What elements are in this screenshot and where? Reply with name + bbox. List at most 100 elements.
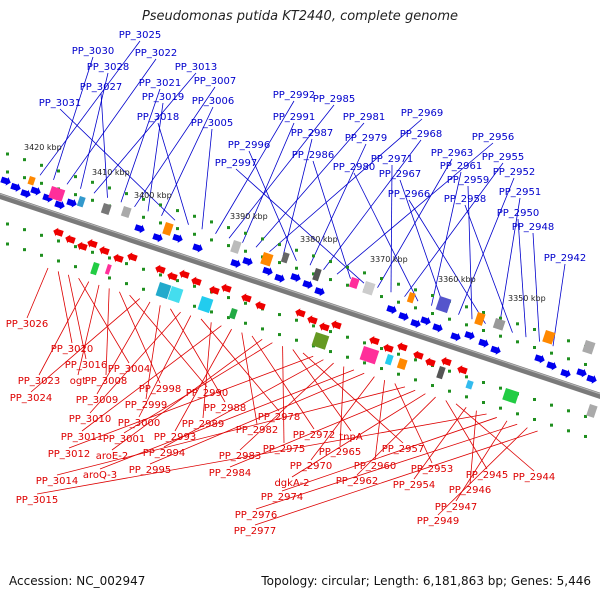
- tick-mark: [516, 340, 519, 344]
- forward-gene-label: PP_2963: [431, 148, 474, 159]
- tick-mark: [533, 327, 536, 331]
- gene-block: [104, 264, 112, 275]
- forward-gene-label: PP_2961: [440, 161, 483, 172]
- reverse-gene-label: PP_3000: [118, 418, 161, 429]
- reverse-gene-arrow: [255, 300, 266, 311]
- tick-mark: [397, 300, 400, 304]
- tick-mark: [533, 345, 536, 349]
- gene-block: [27, 176, 36, 186]
- tick-mark: [346, 355, 349, 359]
- tick-mark: [74, 175, 77, 179]
- tick-mark: [550, 351, 553, 355]
- forward-gene-label: PP_2996: [228, 140, 271, 151]
- forward-gene-label: PP_3013: [175, 62, 218, 73]
- reverse-gene-label: PP_3016: [65, 360, 108, 371]
- tick-mark: [329, 350, 332, 354]
- tick-mark: [193, 232, 196, 236]
- tick-mark: [295, 318, 298, 322]
- tick-mark: [380, 277, 383, 281]
- leader-line: [390, 164, 393, 293]
- tick-mark: [465, 395, 468, 399]
- forward-gene-arrow: [398, 312, 409, 322]
- tick-mark: [346, 265, 349, 269]
- forward-gene-label: PP_2942: [544, 253, 587, 264]
- forward-gene-arrow: [586, 374, 597, 384]
- leader-line: [30, 298, 141, 393]
- reverse-gene-arrow: [441, 356, 452, 366]
- scale-label: 3370 kbp: [370, 255, 408, 264]
- reverse-gene-label: PP_2953: [411, 464, 454, 475]
- scale-label: 3380 kbp: [300, 235, 338, 244]
- gene-block: [502, 388, 520, 404]
- leader-line: [532, 232, 540, 342]
- leader-line: [431, 171, 462, 306]
- tick-mark: [329, 278, 332, 282]
- tick-mark: [499, 386, 502, 390]
- reverse-gene-label: PP_2990: [186, 388, 229, 399]
- forward-gene-arrow: [262, 266, 273, 276]
- leader-line: [282, 138, 313, 257]
- leader-line: [467, 185, 473, 320]
- tick-mark: [499, 406, 502, 410]
- reverse-gene-label: PP_2946: [449, 485, 492, 496]
- leader-line: [100, 92, 108, 198]
- gene-block: [90, 262, 100, 276]
- leader-line: [174, 328, 232, 432]
- reverse-gene-label: PP_2989: [182, 419, 225, 430]
- reverse-gene-arrow: [179, 269, 190, 279]
- reverse-gene-arrow: [209, 285, 220, 295]
- forward-gene-arrow: [242, 257, 253, 267]
- leader-line: [248, 150, 297, 261]
- tick-mark: [244, 231, 247, 235]
- tick-mark: [159, 221, 162, 225]
- gene-block: [280, 252, 290, 264]
- leader-line: [255, 122, 365, 248]
- tick-mark: [74, 245, 77, 249]
- forward-gene-label: PP_3007: [194, 76, 237, 87]
- tick-mark: [23, 248, 26, 252]
- tick-mark: [397, 372, 400, 376]
- reverse-gene-label: PP_2970: [290, 461, 333, 472]
- gene-block: [162, 222, 174, 236]
- tick-mark: [91, 250, 94, 254]
- reverse-gene-arrow: [167, 271, 178, 281]
- reverse-gene-label: PP_3001: [103, 434, 146, 445]
- tick-mark: [567, 357, 570, 361]
- gene-block: [435, 296, 452, 314]
- tick-mark: [380, 295, 383, 299]
- forward-gene-label: PP_2955: [482, 152, 525, 163]
- leader-line: [77, 284, 100, 376]
- forward-gene-arrow: [152, 233, 163, 243]
- reverse-gene-arrow: [413, 350, 424, 360]
- leader-line: [517, 218, 527, 338]
- reverse-gene-label: PP_2978: [258, 412, 301, 423]
- leader-line: [202, 322, 212, 419]
- forward-gene-label: PP_2969: [401, 108, 444, 119]
- gene-block: [406, 292, 416, 304]
- tick-mark: [278, 313, 281, 317]
- forward-gene-arrow: [432, 323, 443, 333]
- leader-line: [336, 142, 494, 275]
- gene-block: [362, 281, 376, 296]
- tick-mark: [193, 284, 196, 288]
- forward-gene-arrow: [192, 243, 203, 253]
- tick-mark: [380, 367, 383, 371]
- tick-mark: [40, 233, 43, 237]
- tick-mark: [329, 330, 332, 334]
- reverse-gene-arrow: [425, 357, 436, 367]
- forward-gene-label: PP_3005: [191, 118, 234, 129]
- tick-mark: [550, 423, 553, 427]
- gene-block: [48, 186, 66, 202]
- reverse-gene-label: ogt: [70, 376, 86, 387]
- reverse-gene-label: PP_2984: [209, 468, 252, 479]
- reverse-gene-arrow: [99, 246, 110, 256]
- leader-line: [57, 271, 73, 344]
- reverse-gene-arrow: [397, 342, 408, 352]
- leader-line: [157, 122, 189, 225]
- reverse-gene-label: PP_2962: [336, 476, 379, 487]
- tick-mark: [6, 242, 9, 246]
- forward-gene-label: PP_2980: [333, 162, 376, 173]
- leader-line: [228, 104, 335, 239]
- forward-gene-label: PP_2971: [371, 154, 414, 165]
- leader-line: [469, 410, 477, 485]
